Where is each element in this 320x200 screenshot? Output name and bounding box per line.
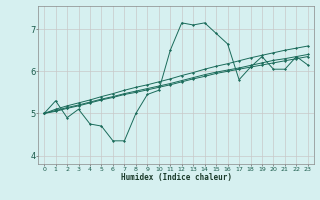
X-axis label: Humidex (Indice chaleur): Humidex (Indice chaleur) [121,173,231,182]
